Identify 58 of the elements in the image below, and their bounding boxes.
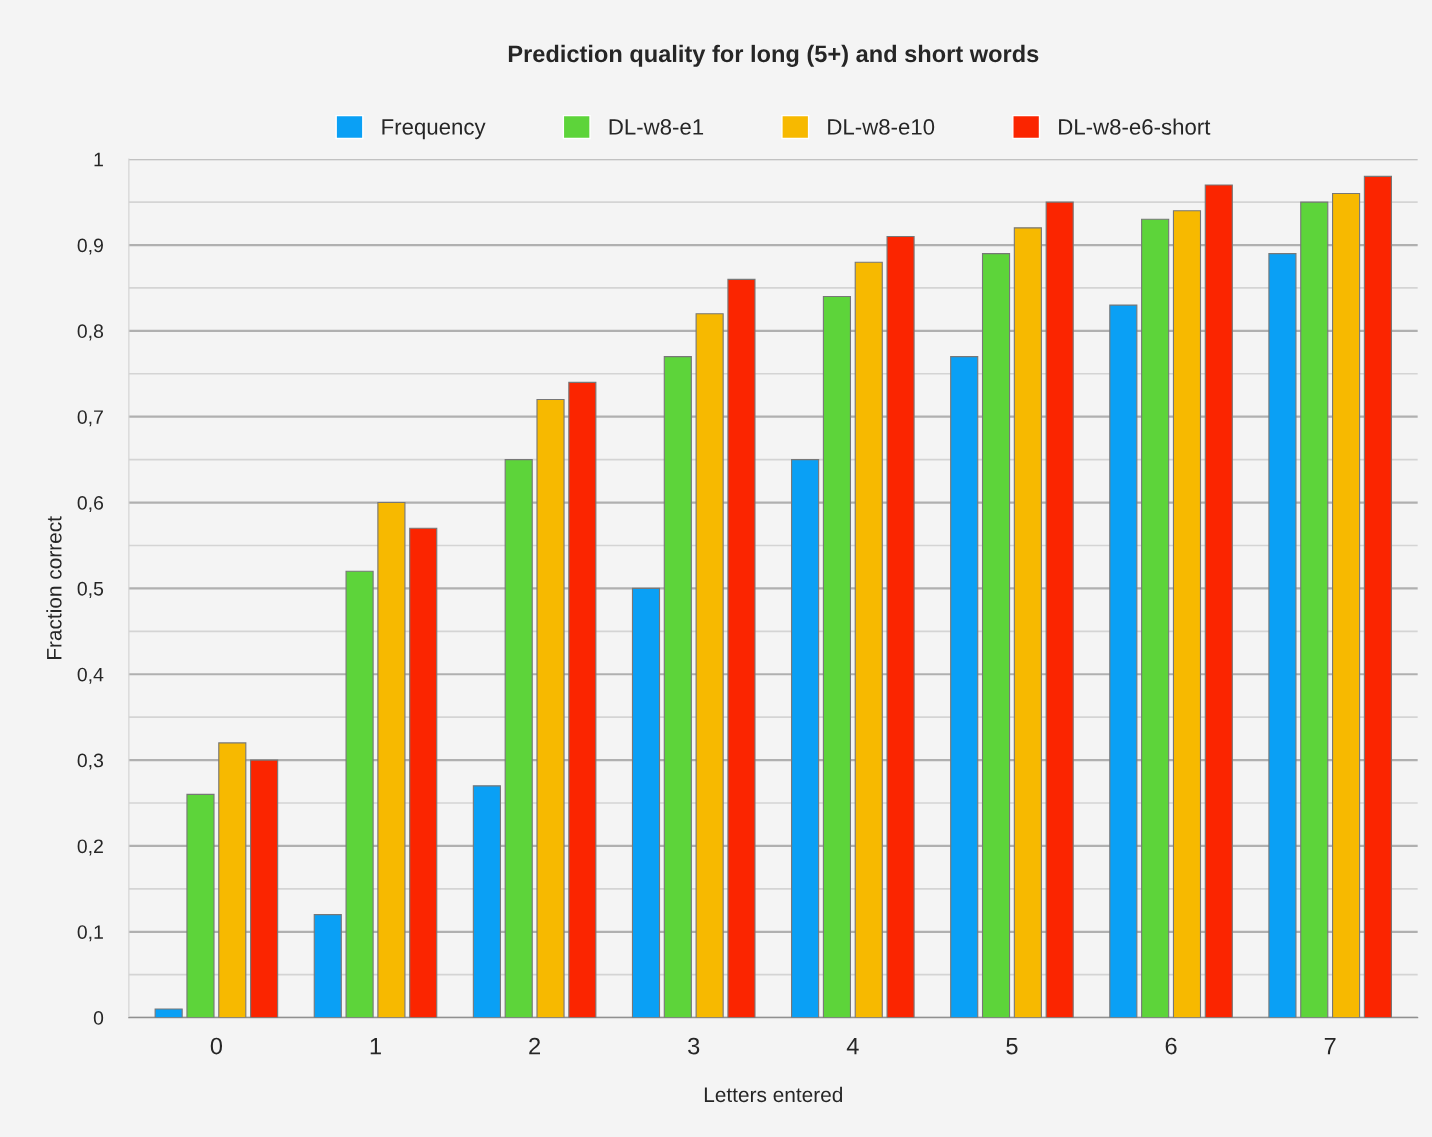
bar <box>1141 218 1170 1018</box>
x-tick-label: 0 <box>210 1037 223 1055</box>
bar <box>950 356 979 1018</box>
bar <box>218 742 247 1018</box>
bar <box>1204 184 1233 1018</box>
bar <box>1013 227 1042 1018</box>
bar <box>886 235 915 1018</box>
legend-label: Frequency <box>382 119 486 140</box>
y-tick-label: 0,8 <box>77 324 104 341</box>
y-tick-label: 0,9 <box>77 238 103 255</box>
bar <box>981 253 1011 1018</box>
bar <box>791 459 820 1018</box>
legend-label: DL-w8-e10 <box>828 119 935 135</box>
x-tick-label: 6 <box>1165 1037 1177 1055</box>
bar <box>186 793 215 1018</box>
bar <box>1363 175 1392 1018</box>
bar <box>313 914 342 1018</box>
bar <box>568 381 597 1018</box>
bar <box>472 785 501 1018</box>
legend-label: DL-w8-e1 <box>609 119 704 135</box>
bar <box>854 261 883 1018</box>
bar <box>1172 210 1202 1018</box>
y-tick-label: 0 <box>93 1011 104 1025</box>
y-axis-title: Fraction correct <box>46 516 62 660</box>
x-tick-label: 1 <box>370 1037 381 1055</box>
y-tick-label: 0,1 <box>77 925 103 942</box>
y-tick-label: 0,7 <box>77 410 103 427</box>
bar <box>345 570 374 1018</box>
x-tick-label: 7 <box>1324 1037 1336 1055</box>
x-tick-label: 3 <box>688 1037 700 1055</box>
bar <box>727 278 756 1018</box>
bar <box>1109 304 1138 1018</box>
bar <box>1300 201 1329 1018</box>
bar <box>663 356 692 1018</box>
y-tick-label: 0,2 <box>77 839 103 856</box>
bar <box>250 759 279 1018</box>
y-tick-label: 0,6 <box>77 496 104 513</box>
bar <box>695 313 724 1018</box>
y-tick-label: 1 <box>94 152 103 167</box>
bar <box>504 459 533 1018</box>
bar <box>154 1008 183 1018</box>
y-tick-label: 0,4 <box>77 667 104 684</box>
bar <box>1332 192 1361 1018</box>
y-tick-label: 0,5 <box>77 581 104 598</box>
bar <box>631 587 661 1018</box>
bar <box>822 295 852 1018</box>
bar <box>1268 253 1297 1018</box>
x-tick-label: 5 <box>1006 1037 1018 1055</box>
bar <box>1045 201 1074 1018</box>
x-tick-label: 4 <box>846 1037 859 1055</box>
chart-title: Prediction quality for long (5+) and short words <box>508 44 1039 67</box>
legend-label: DL-w8-e6-short <box>1059 118 1211 135</box>
bar <box>536 398 565 1018</box>
y-tick-label: 0,3 <box>77 753 104 770</box>
bar <box>409 527 438 1018</box>
x-axis-title: Letters entered <box>704 1086 843 1103</box>
x-tick-label: 2 <box>529 1037 540 1055</box>
bar <box>377 501 406 1018</box>
